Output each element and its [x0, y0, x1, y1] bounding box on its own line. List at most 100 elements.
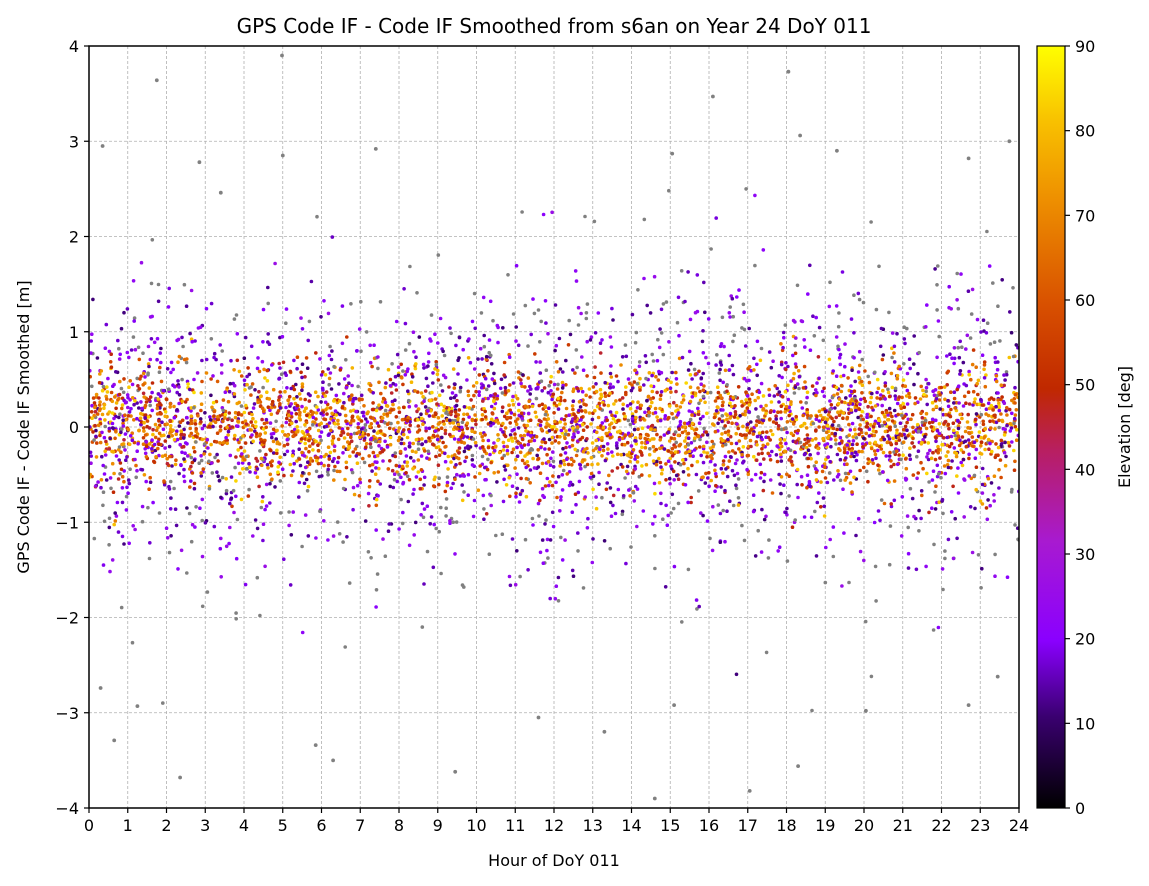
- data-point: [954, 400, 959, 405]
- data-point: [123, 432, 128, 436]
- data-point: [233, 415, 238, 420]
- data-point: [917, 350, 921, 355]
- data-point: [553, 596, 558, 601]
- data-point: [556, 407, 561, 411]
- data-point: [673, 450, 678, 454]
- data-point: [547, 383, 551, 388]
- data-point: [117, 415, 121, 420]
- data-point: [890, 355, 894, 360]
- data-point: [107, 525, 112, 530]
- data-point: [815, 500, 820, 505]
- data-point: [512, 412, 517, 417]
- data-point: [361, 414, 366, 418]
- data-point: [189, 539, 194, 544]
- data-point: [545, 452, 549, 457]
- data-point: [576, 531, 580, 535]
- data-point: [841, 416, 845, 421]
- data-point: [912, 445, 916, 449]
- data-point: [761, 443, 765, 448]
- data-point: [555, 434, 560, 439]
- data-point: [127, 385, 131, 390]
- data-point: [539, 427, 544, 432]
- data-point: [825, 424, 830, 428]
- data-point: [615, 441, 619, 445]
- data-point: [870, 405, 874, 410]
- data-point: [150, 390, 154, 395]
- data-point: [526, 411, 531, 416]
- data-point: [200, 379, 204, 384]
- data-point: [182, 357, 187, 362]
- data-point: [270, 402, 274, 407]
- data-point: [776, 426, 781, 431]
- data-point: [425, 549, 430, 554]
- data-point: [396, 373, 401, 378]
- data-point: [791, 376, 796, 381]
- data-point: [298, 397, 303, 401]
- data-point: [968, 505, 973, 509]
- data-point: [304, 477, 309, 482]
- data-point: [895, 401, 900, 406]
- data-point: [852, 331, 856, 335]
- data-point: [368, 343, 373, 348]
- data-point: [471, 384, 476, 388]
- data-point: [864, 425, 869, 429]
- data-point: [847, 433, 851, 438]
- data-point: [278, 366, 282, 370]
- data-point: [176, 379, 180, 383]
- data-point: [869, 414, 873, 419]
- data-point: [361, 434, 365, 438]
- data-point: [128, 434, 133, 438]
- data-point: [666, 449, 671, 453]
- data-point: [225, 425, 229, 430]
- data-point: [765, 430, 769, 434]
- data-point: [431, 381, 435, 385]
- data-point: [194, 427, 198, 431]
- data-point: [905, 428, 909, 433]
- data-point: [626, 418, 631, 423]
- data-point: [974, 465, 979, 470]
- data-point: [734, 431, 738, 436]
- data-point: [314, 417, 318, 421]
- data-point: [536, 501, 541, 506]
- data-point: [810, 708, 814, 713]
- data-point: [326, 367, 331, 371]
- data-point: [102, 403, 107, 407]
- data-point: [189, 464, 193, 469]
- data-point: [622, 442, 627, 447]
- data-point: [200, 604, 205, 609]
- data-point: [698, 445, 702, 449]
- data-point: [144, 479, 148, 484]
- data-point: [135, 416, 139, 421]
- data-point: [869, 674, 874, 679]
- data-point: [238, 471, 242, 476]
- data-point: [987, 264, 992, 268]
- data-point: [166, 387, 171, 392]
- data-point: [321, 388, 325, 392]
- data-point: [830, 423, 835, 427]
- data-point: [823, 420, 828, 425]
- data-point: [350, 414, 355, 419]
- data-point: [496, 470, 501, 474]
- data-point: [999, 438, 1004, 443]
- data-point: [141, 426, 146, 430]
- data-point: [557, 441, 561, 445]
- data-point: [998, 339, 1002, 343]
- data-point: [702, 426, 706, 431]
- data-point: [553, 348, 557, 353]
- data-point: [783, 410, 787, 414]
- data-point: [620, 355, 625, 359]
- data-point: [607, 473, 611, 478]
- data-points: [89, 53, 1019, 801]
- data-point: [199, 474, 204, 478]
- data-point: [935, 355, 939, 360]
- data-point: [110, 399, 115, 404]
- data-point: [616, 418, 621, 423]
- data-point: [608, 382, 613, 387]
- data-point: [550, 441, 554, 445]
- data-point: [571, 368, 575, 372]
- data-point: [981, 419, 985, 424]
- data-point: [823, 443, 827, 447]
- data-point: [219, 575, 223, 579]
- data-point: [457, 408, 462, 412]
- data-point: [271, 431, 276, 436]
